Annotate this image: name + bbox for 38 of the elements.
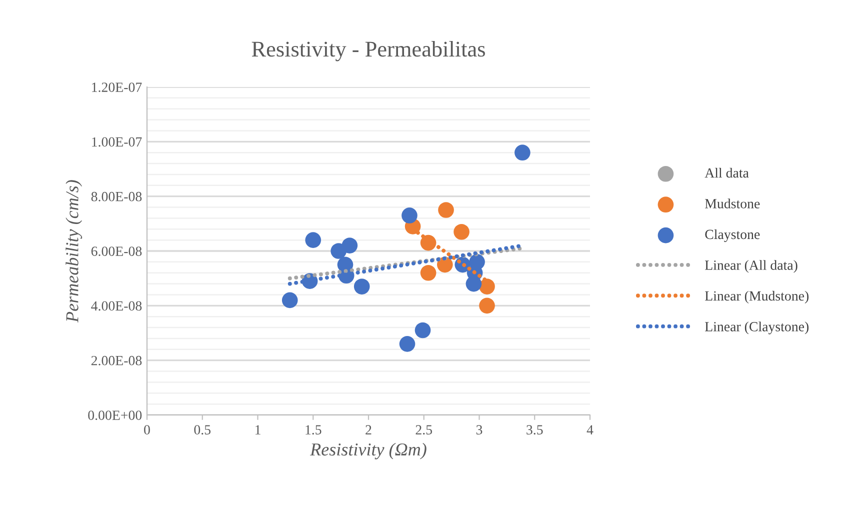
legend-label: All data [704, 168, 749, 178]
point [305, 232, 322, 248]
x-tick-label: 0.5 [194, 425, 211, 435]
x-tick-label: 2 [366, 425, 372, 434]
legend-label: Linear (Mudstone) [705, 290, 809, 304]
x-tick-label: 3 [476, 425, 482, 434]
y-tick-label: 6.00E-08 [91, 246, 142, 256]
legend-label: Claystone [705, 229, 760, 242]
point [414, 322, 431, 338]
x-axis-title: Resistivity (Ωm) [310, 442, 426, 460]
y-tick-label: 0.00E+00 [88, 410, 142, 420]
x-tick-label: 0 [144, 425, 150, 434]
y-axis-title: Permeability (cm/s) [66, 180, 82, 323]
x-tick-label: 1 [256, 425, 260, 434]
point [420, 264, 436, 281]
y-tick-label: 1.20E-07 [92, 82, 142, 92]
point [282, 292, 298, 308]
y-tick-label: 2.00E-08 [91, 356, 142, 366]
x-tick-label: 2.5 [416, 425, 432, 435]
x-tick-label: 3.5 [526, 425, 543, 435]
legend-label: Linear (Claystone) [705, 322, 809, 334]
x-tick-label: 1.5 [306, 425, 322, 435]
point [514, 144, 530, 161]
legend-label: Linear (All data) [705, 260, 798, 273]
point [354, 278, 370, 294]
point [399, 336, 416, 352]
point [454, 224, 470, 240]
point [342, 238, 358, 254]
point [438, 202, 454, 218]
y-tick-label: 4.00E-08 [91, 301, 142, 311]
point [479, 298, 495, 314]
y-tick-label: 1.00E-07 [92, 137, 142, 147]
point [402, 208, 418, 224]
point [466, 276, 482, 292]
y-tick-label: 8.00E-08 [91, 192, 142, 202]
x-tick-label: 4 [586, 425, 594, 434]
legend-label: Mudstone [705, 198, 760, 208]
chart-title: Resistivity - Permeabilitas [252, 41, 485, 62]
